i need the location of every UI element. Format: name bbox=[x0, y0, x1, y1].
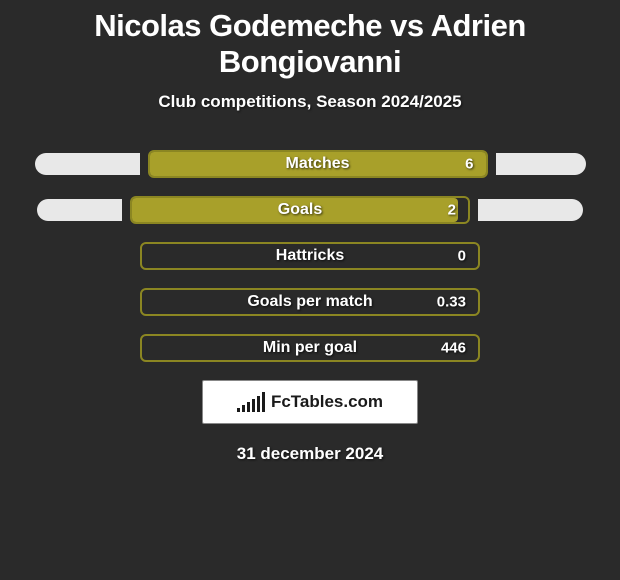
stat-value: 446 bbox=[441, 340, 466, 357]
stat-row: Goals per match 0.33 bbox=[0, 288, 620, 316]
stat-center-bar: Goals 2 bbox=[130, 196, 470, 224]
snapshot-date: 31 december 2024 bbox=[0, 444, 620, 464]
stat-value: 2 bbox=[448, 202, 456, 219]
stat-label: Hattricks bbox=[276, 247, 344, 265]
page-title: Nicolas Godemeche vs Adrien Bongiovanni bbox=[0, 8, 620, 80]
stat-row: Min per goal 446 bbox=[0, 334, 620, 362]
stat-row: Matches 6 bbox=[0, 150, 620, 178]
stat-center-bar: Hattricks 0 bbox=[140, 242, 480, 270]
stat-value: 0.33 bbox=[437, 294, 466, 311]
fctables-logo: FcTables.com bbox=[202, 380, 418, 424]
comparison-infographic: Nicolas Godemeche vs Adrien Bongiovanni … bbox=[0, 0, 620, 464]
stats-chart: Matches 6 Goals 2 Hattricks 0 Goals per match 0… bbox=[0, 150, 620, 362]
subtitle: Club competitions, Season 2024/2025 bbox=[0, 92, 620, 112]
stat-value: 6 bbox=[465, 156, 473, 173]
stat-label: Goals bbox=[278, 201, 322, 219]
stat-value: 0 bbox=[458, 248, 466, 265]
stat-row: Goals 2 bbox=[0, 196, 620, 224]
stat-center-bar: Goals per match 0.33 bbox=[140, 288, 480, 316]
stat-label: Matches bbox=[285, 155, 349, 173]
stat-center-bar: Min per goal 446 bbox=[140, 334, 480, 362]
stat-label: Goals per match bbox=[247, 293, 372, 311]
stat-label: Min per goal bbox=[263, 339, 357, 357]
stat-row: Hattricks 0 bbox=[0, 242, 620, 270]
stat-center-bar: Matches 6 bbox=[148, 150, 488, 178]
player1-bar bbox=[35, 153, 140, 175]
logo-bars-icon bbox=[237, 392, 265, 412]
logo-text: FcTables.com bbox=[271, 392, 383, 412]
player1-bar bbox=[37, 199, 122, 221]
player2-bar bbox=[478, 199, 583, 221]
player2-bar bbox=[496, 153, 586, 175]
